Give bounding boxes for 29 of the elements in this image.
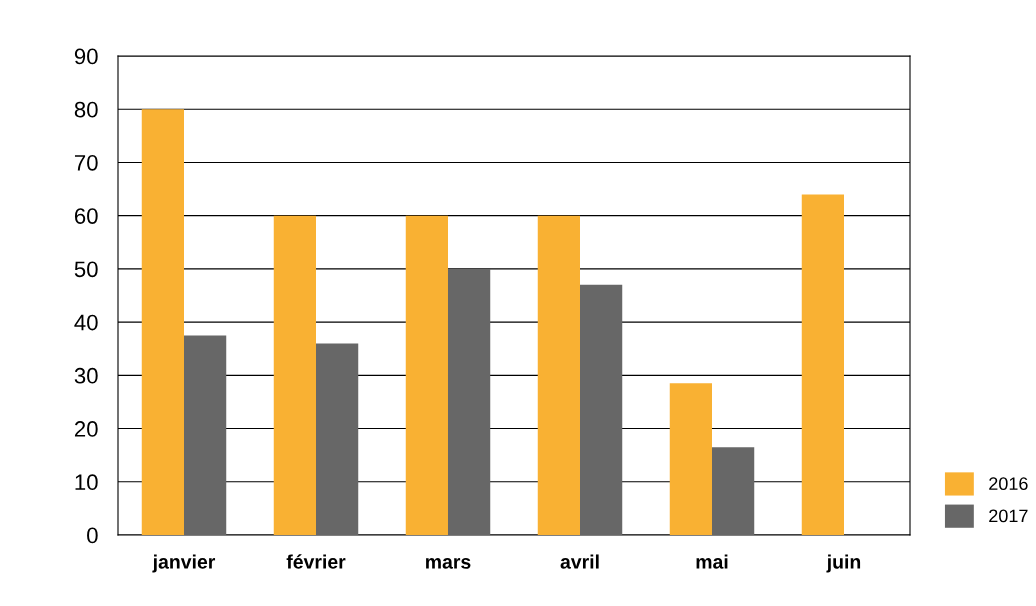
y-tick-label: 50 xyxy=(74,261,98,278)
y-tick-label: 70 xyxy=(74,154,98,171)
x-tick-label: mars xyxy=(426,558,471,569)
legend-label: 2017 xyxy=(989,509,1028,523)
bar xyxy=(537,215,580,535)
legend-label: 2016 xyxy=(989,477,1028,491)
bar xyxy=(184,335,227,535)
bar xyxy=(405,215,448,535)
bar xyxy=(273,215,316,535)
x-tick-label: avril xyxy=(560,554,599,569)
bar xyxy=(316,343,359,535)
y-tick-label: 0 xyxy=(87,527,98,544)
x-tick-label: février xyxy=(286,554,346,569)
x-tick-label: juin xyxy=(826,554,861,573)
y-tick-label: 80 xyxy=(74,101,98,118)
y-tick-label: 90 xyxy=(74,48,98,65)
bar xyxy=(801,194,844,535)
y-tick-label: 30 xyxy=(74,367,98,384)
bar xyxy=(448,268,491,535)
x-tick-label: janvier xyxy=(152,554,216,573)
y-tick-label: 10 xyxy=(75,474,98,491)
bar xyxy=(712,447,755,535)
y-tick-label: 40 xyxy=(74,314,98,331)
bar xyxy=(580,284,623,535)
x-tick-label: mai xyxy=(696,554,728,569)
y-tick-label: 60 xyxy=(74,208,98,224)
y-tick-label: 20 xyxy=(74,421,98,437)
bar xyxy=(141,109,184,535)
bar xyxy=(669,383,712,535)
